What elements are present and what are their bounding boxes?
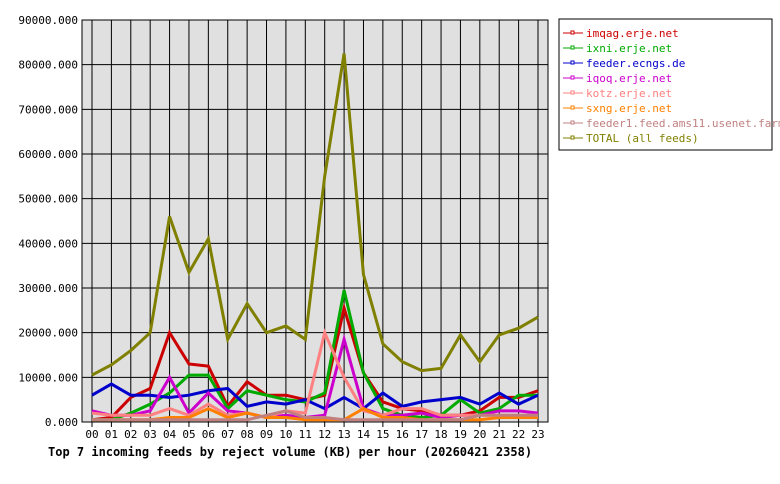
x-tick-label: 09 — [260, 428, 273, 441]
legend-entry: TOTAL (all feeds) — [586, 132, 699, 145]
x-tick-label: 16 — [396, 428, 409, 441]
y-tick-label: 40000.000 — [18, 237, 78, 250]
legend-entry: ixni.erje.net — [586, 42, 672, 55]
x-tick-label: 11 — [299, 428, 312, 441]
x-tick-label: 18 — [434, 428, 447, 441]
y-tick-label: 30000.000 — [18, 282, 78, 295]
x-tick-label: 12 — [318, 428, 331, 441]
legend-marker — [570, 30, 575, 35]
y-tick-label: 60000.000 — [18, 148, 78, 161]
x-tick-label: 02 — [124, 428, 137, 441]
legend-entry: sxng.erje.net — [586, 102, 672, 115]
series-line-1 — [92, 289, 538, 422]
y-tick-label: 70000.000 — [18, 103, 78, 116]
x-tick-label: 13 — [337, 428, 350, 441]
legend-entry: feeder1.feed.ams11.usenet.farm — [586, 117, 780, 130]
x-tick-label: 05 — [182, 428, 195, 441]
x-tick-label: 14 — [357, 428, 371, 441]
plot-area — [81, 19, 549, 423]
series-line-6 — [92, 409, 538, 422]
x-tick-label: 01 — [105, 428, 118, 441]
x-tick-label: 04 — [163, 428, 177, 441]
legend-entry: feeder.ecngs.de — [586, 57, 685, 70]
y-tick-label: 0.000 — [45, 416, 78, 429]
x-tick-label: 06 — [202, 428, 215, 441]
y-tick-label: 90000.000 — [18, 14, 78, 27]
x-tick-label: 23 — [531, 428, 544, 441]
y-tick-label: 10000.000 — [18, 371, 78, 384]
x-tick-label: 22 — [512, 428, 525, 441]
x-tick-label: 08 — [241, 428, 254, 441]
x-tick-label: 17 — [415, 428, 428, 441]
legend-marker — [570, 135, 575, 140]
x-tick-label: 19 — [454, 428, 467, 441]
x-tick-label: 03 — [144, 428, 157, 441]
legend-entry: imqag.erje.net — [586, 27, 679, 40]
chart-title: Top 7 incoming feeds by reject volume (K… — [48, 445, 532, 459]
series-line-2 — [91, 382, 539, 411]
y-tick-label: 20000.000 — [18, 327, 78, 340]
x-tick-label: 21 — [493, 428, 506, 441]
legend — [558, 18, 773, 151]
series-line-4 — [91, 327, 538, 420]
y-tick-label: 50000.000 — [18, 193, 78, 206]
x-tick-label: 10 — [279, 428, 292, 441]
x-tick-label: 20 — [473, 428, 486, 441]
x-tick-label: 15 — [376, 428, 389, 441]
legend-entry: iqoq.erje.net — [586, 72, 672, 85]
x-tick-label: 00 — [85, 428, 98, 441]
legend-marker — [570, 105, 575, 110]
x-tick-label: 07 — [221, 428, 234, 441]
y-tick-label: 80000.000 — [18, 59, 78, 72]
series-line-7 — [91, 53, 539, 377]
legend-marker — [570, 60, 575, 65]
legend-marker — [570, 75, 575, 80]
legend-marker — [570, 120, 575, 125]
legend-entry: kotz.erje.net — [586, 87, 672, 100]
legend-marker — [570, 90, 575, 95]
legend-marker — [570, 45, 575, 50]
